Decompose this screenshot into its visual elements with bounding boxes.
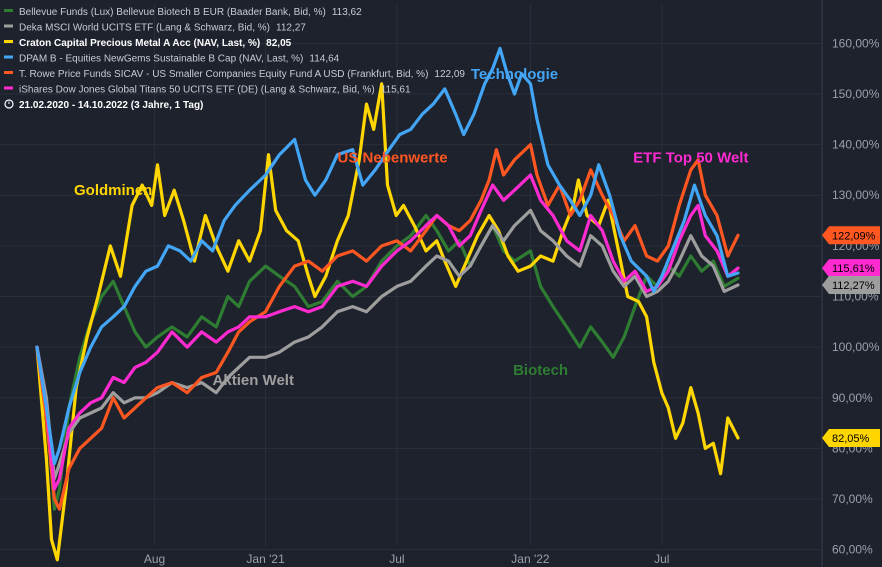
series-annotation: Technologie (471, 66, 558, 83)
y-tick-label: 150,00% (832, 87, 880, 101)
value-badge (822, 429, 880, 448)
legend-label: Deka MSCI World UCITS ETF (Lang & Schwar… (19, 23, 270, 34)
date-range-label: 21.02.2020 - 14.10.2022 (3 Jahre, 1 Tag) (19, 100, 203, 111)
series-line-gold (35, 82, 740, 562)
series-annotation: Goldminen (74, 182, 152, 199)
x-tick-label: Jul (389, 552, 404, 566)
series-annotation: ETF Top 50 Welt (633, 149, 748, 166)
legend-swatch (4, 24, 13, 28)
legend-swatch (4, 71, 13, 74)
legend-label: Craton Capital Precious Metal A Acc (NAV… (19, 38, 260, 49)
legend-value: 113,62 (332, 7, 362, 18)
y-tick-label: 60,00% (832, 543, 873, 557)
y-tick-label: 70,00% (832, 492, 873, 506)
value-badge (822, 276, 880, 295)
legend-value: 82,05 (266, 38, 291, 49)
series-annotation: Aktien Welt (213, 372, 294, 389)
legend-label: iShares Dow Jones Global Titans 50 UCITS… (19, 85, 375, 96)
y-tick-label: 140,00% (832, 138, 880, 152)
series-line-biotech (35, 213, 740, 511)
series-line-smallcap (35, 143, 740, 511)
series-line-msci (35, 208, 740, 481)
legend-label: T. Rowe Price Funds SICAV - US Smaller C… (19, 69, 428, 80)
legend-value: 115,61 (381, 85, 411, 96)
legend-swatch (4, 55, 13, 59)
value-badge-label: 112,27% (832, 280, 875, 292)
y-tick-label: 130,00% (832, 188, 880, 202)
legend-value: 114,64 (309, 54, 339, 65)
series-line-tech (35, 46, 740, 466)
series-annotation: US Nebenwerte (338, 149, 448, 166)
legend-swatch (4, 9, 13, 12)
legend-swatch (4, 40, 13, 43)
series-line-titans (35, 173, 740, 491)
value-badge (822, 226, 880, 245)
y-tick-label: 90,00% (832, 391, 873, 405)
legend-swatch (4, 86, 13, 90)
value-badge-label: 82,05% (832, 433, 870, 445)
legend-value: 112,27 (276, 23, 306, 34)
series-annotation: Biotech (513, 362, 568, 379)
value-badge-label: 122,09% (832, 230, 876, 242)
legend-value: 122,09 (434, 69, 465, 80)
x-tick-label: Aug (144, 552, 165, 566)
value-badge-label: 115,61% (832, 263, 875, 275)
y-tick-label: 100,00% (832, 340, 880, 354)
clock-icon (4, 99, 14, 109)
value-badge (822, 259, 880, 278)
legend-label: Bellevue Funds (Lux) Bellevue Biotech B … (19, 7, 326, 18)
x-tick-label: Jan '21 (246, 552, 285, 566)
x-tick-label: Jul (654, 552, 669, 566)
y-tick-label: 160,00% (832, 36, 880, 50)
x-tick-label: Jan '22 (511, 552, 550, 566)
legend-label: DPAM B - Equities NewGems Sustainable B … (19, 54, 303, 65)
